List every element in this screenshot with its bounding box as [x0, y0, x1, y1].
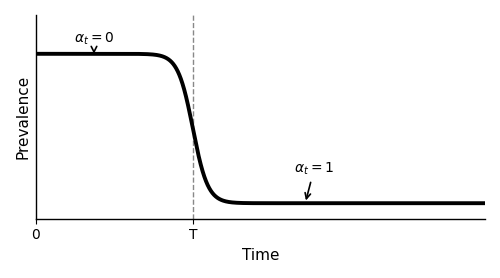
Y-axis label: Prevalence: Prevalence [15, 75, 30, 159]
Text: $\alpha_t = 1$: $\alpha_t = 1$ [294, 160, 334, 199]
X-axis label: Time: Time [242, 248, 279, 263]
Text: $\alpha_t = 0$: $\alpha_t = 0$ [74, 31, 114, 53]
